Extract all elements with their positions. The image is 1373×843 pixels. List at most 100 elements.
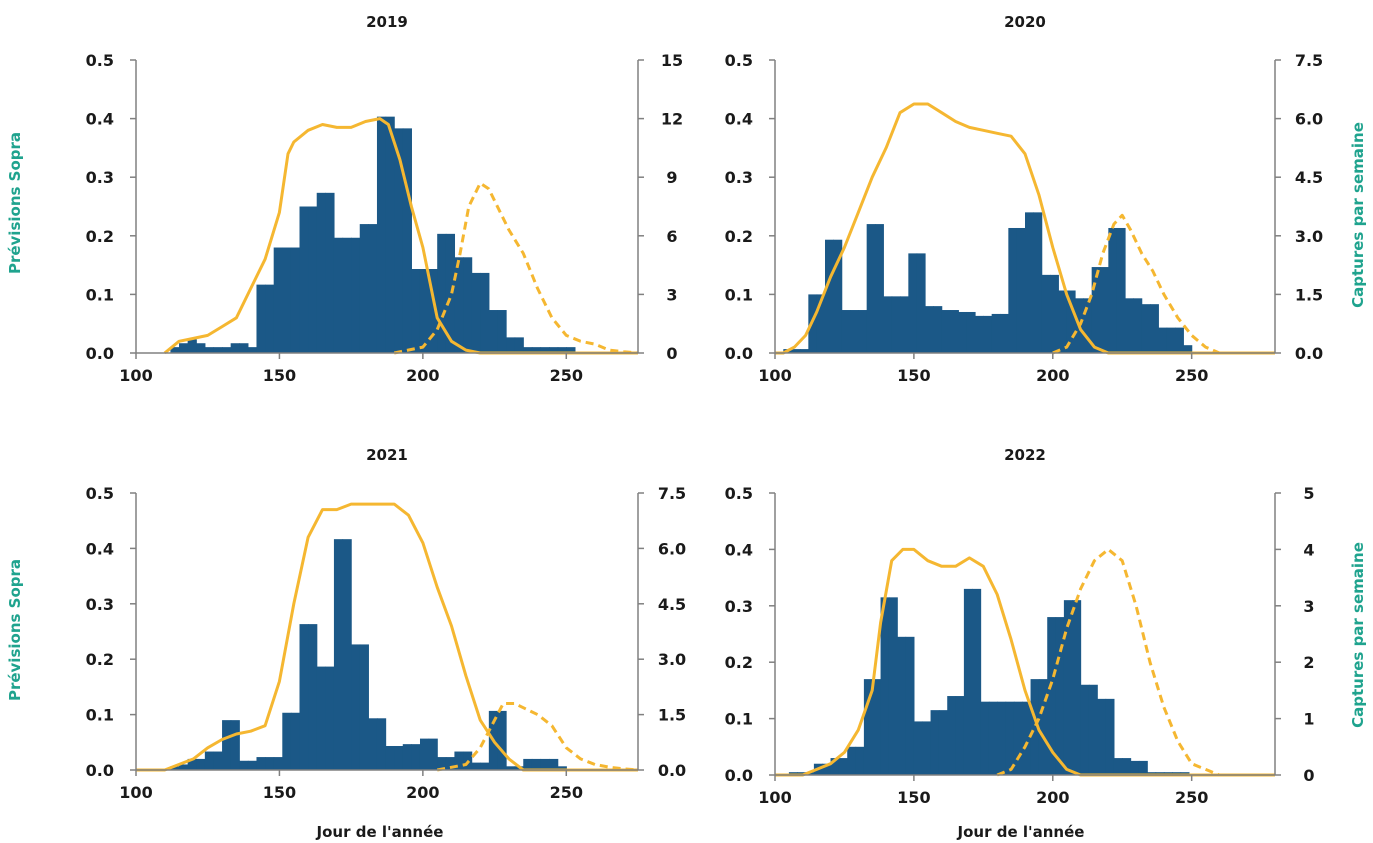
- capture-bar: [930, 710, 940, 775]
- capture-bar: [506, 766, 516, 770]
- ytick-left-label: 0.3: [725, 168, 753, 187]
- ytick-right-label: 0.0: [658, 761, 686, 780]
- capture-bar: [445, 757, 456, 770]
- capture-bar: [454, 257, 464, 353]
- xtick-label: 100: [119, 366, 152, 385]
- capture-bar: [800, 349, 809, 353]
- ytick-left-label: 0.0: [86, 761, 114, 780]
- ytick-right-label: 9: [666, 168, 677, 187]
- ylabel-right-bottom: Captures par semaine: [1349, 542, 1367, 728]
- capture-bar: [922, 721, 932, 775]
- capture-bar: [791, 349, 801, 353]
- capture-bar: [213, 751, 223, 770]
- capture-bar: [566, 347, 576, 353]
- capture-bar: [1005, 701, 1015, 775]
- xtick-label: 250: [550, 783, 583, 802]
- capture-bar: [822, 763, 832, 775]
- capture-bar: [196, 343, 206, 353]
- capture-bar: [394, 745, 404, 770]
- capture-bar: [880, 597, 890, 775]
- capture-bar: [830, 758, 840, 775]
- capture-bar: [523, 347, 533, 353]
- ylabel-left-top: Prévisions Sopra: [6, 132, 24, 274]
- capture-bar: [480, 762, 490, 770]
- capture-bar: [230, 343, 240, 353]
- ytick-left-label: 0.3: [86, 168, 114, 187]
- capture-bar: [1080, 684, 1090, 775]
- forecast-line-solid: [163, 117, 638, 355]
- capture-bar: [454, 751, 464, 770]
- capture-bar: [983, 315, 993, 353]
- ytick-right-label: 3.0: [658, 650, 686, 669]
- ytick-right-label: 4.5: [1295, 168, 1323, 187]
- capture-bar: [891, 296, 901, 353]
- capture-bar: [325, 666, 335, 770]
- capture-bar: [1130, 760, 1140, 775]
- ytick-left-label: 0.3: [86, 595, 114, 614]
- capture-bar: [838, 758, 848, 775]
- capture-bar: [1116, 227, 1126, 353]
- capture-bar: [1016, 227, 1026, 353]
- capture-bar: [204, 751, 215, 770]
- capture-bar: [308, 206, 318, 353]
- forecast-line-solid: [775, 102, 1275, 355]
- ytick-right-label: 6.0: [1295, 110, 1323, 129]
- capture-bar: [1105, 698, 1115, 775]
- capture-bar: [557, 347, 567, 353]
- capture-bar: [557, 766, 567, 770]
- ytick-left-label: 0.0: [86, 344, 114, 363]
- capture-bar: [872, 679, 882, 775]
- capture-bar: [488, 310, 499, 353]
- ytick-left-label: 0.1: [725, 285, 753, 304]
- capture-bar: [1100, 267, 1109, 353]
- capture-bar: [514, 337, 524, 353]
- capture-bar: [471, 762, 481, 770]
- ytick-right-label: 6.0: [658, 539, 686, 558]
- capture-bar: [1058, 290, 1068, 353]
- capture-bar: [333, 539, 344, 770]
- capture-bar: [1083, 298, 1093, 353]
- forecast-line-dashed: [996, 547, 1275, 777]
- capture-bar: [825, 239, 834, 353]
- ytick-left-label: 0.5: [725, 51, 753, 70]
- capture-bar: [402, 744, 412, 770]
- capture-bar: [428, 738, 438, 770]
- capture-bar: [179, 343, 189, 353]
- capture-bar: [1000, 313, 1009, 353]
- xtick-label: 150: [897, 366, 930, 385]
- capture-bar: [385, 116, 395, 353]
- ytick-right-label: 4: [1303, 540, 1314, 559]
- ytick-left-label: 0.2: [725, 227, 753, 246]
- ytick-right-label: 15: [661, 51, 683, 70]
- capture-bar: [866, 224, 876, 353]
- capture-bar: [1108, 227, 1118, 353]
- capture-bar: [273, 757, 283, 770]
- ytick-right-label: 5: [1303, 484, 1314, 503]
- panel-2019: 2019 0.0 0.1 0.2 0.3 0.4 0.5 0 3 6 9 12 15 100 150 200 2…: [86, 13, 683, 385]
- ytick-right-label: 1.5: [1295, 285, 1323, 304]
- ytick-right-label: 12: [661, 110, 683, 129]
- capture-bar: [247, 347, 258, 353]
- capture-bar: [549, 347, 559, 353]
- xtick-label: 150: [263, 783, 296, 802]
- capture-bar: [368, 718, 378, 770]
- capture-bar: [471, 272, 481, 353]
- capture-bar: [883, 296, 893, 353]
- forecast-line-dashed: [1052, 213, 1275, 355]
- ytick-left-label: 0.1: [725, 710, 753, 729]
- capture-bar: [222, 347, 232, 353]
- ytick-right-label: 1.5: [658, 706, 686, 725]
- capture-bar: [256, 284, 266, 353]
- ytick-right-label: 3.0: [1295, 227, 1323, 246]
- forecast-line-dashed: [393, 181, 639, 355]
- capture-bar: [187, 339, 197, 353]
- capture-bar: [1150, 304, 1159, 353]
- capture-bar: [385, 745, 395, 770]
- ytick-left-label: 0.3: [725, 597, 753, 616]
- capture-bar: [955, 696, 965, 775]
- ytick-left-label: 0.4: [86, 539, 114, 558]
- xlabel-left: Jour de l'année: [316, 823, 444, 841]
- capture-bar: [1166, 327, 1176, 353]
- ytick-left-label: 0.1: [86, 706, 114, 725]
- xtick-label: 200: [1036, 788, 1069, 807]
